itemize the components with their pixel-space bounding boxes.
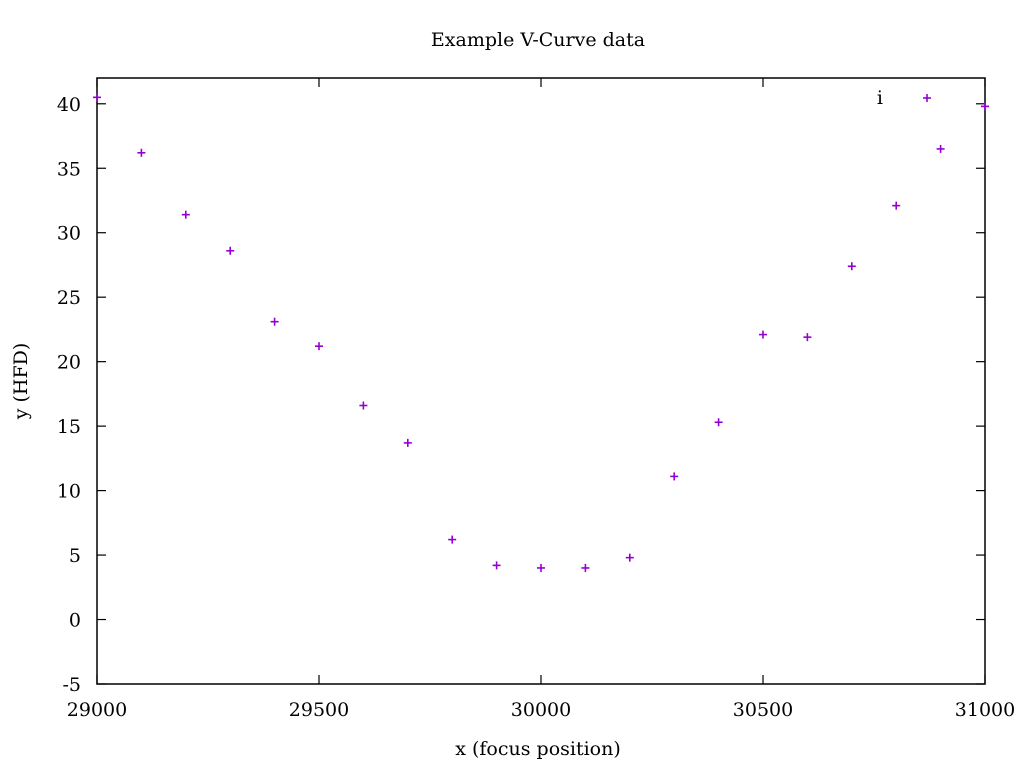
data-point [981,102,989,111]
y-tick-label: 20 [57,352,81,374]
x-tick-label: 29000 [67,699,127,721]
data-point [847,262,856,271]
data-point [181,210,190,219]
data-points [93,93,989,572]
data-point [270,317,279,326]
y-axis: -5 0 5 10 15 20 25 30 35 40 [57,94,985,696]
y-tick-label: 0 [69,610,81,632]
legend-marker-symbol [923,94,931,102]
x-tick-label: 29500 [289,699,349,721]
y-tick-label: 35 [57,158,81,180]
y-tick-label: 25 [57,287,81,309]
data-point [537,563,545,572]
y-tick-label: 10 [57,481,81,503]
legend: i [877,87,931,109]
data-point [759,330,767,339]
data-point [714,418,723,427]
data-point [625,553,634,562]
data-point [670,472,679,481]
y-tick-label: 40 [57,94,81,116]
x-axis-label: x (focus position) [455,738,621,760]
data-point [359,401,368,410]
x-tick-label: 30000 [511,699,571,721]
data-point [315,342,323,351]
data-point [581,563,590,572]
y-axis-label: y (HFD) [10,343,32,421]
chart-title: Example V-Curve data [431,29,645,51]
data-point [892,201,901,210]
legend-label: i [877,87,883,109]
y-tick-label: -5 [62,674,81,696]
data-point [93,93,101,102]
y-tick-label: 5 [69,545,81,567]
x-axis: 29000 29500 30000 30500 31000 [67,78,1015,721]
plot-frame [96,77,986,685]
x-tick-label: 31000 [955,699,1015,721]
x-tick-label: 30500 [733,699,793,721]
data-point [137,148,146,157]
data-point [448,535,457,544]
y-tick-label: 15 [57,416,81,438]
data-point [492,561,501,570]
legend-marker [923,94,931,102]
y-tick-label: 30 [57,223,81,245]
data-point [803,333,812,342]
data-point [403,438,412,447]
data-point [936,144,945,153]
data-point [226,246,235,255]
